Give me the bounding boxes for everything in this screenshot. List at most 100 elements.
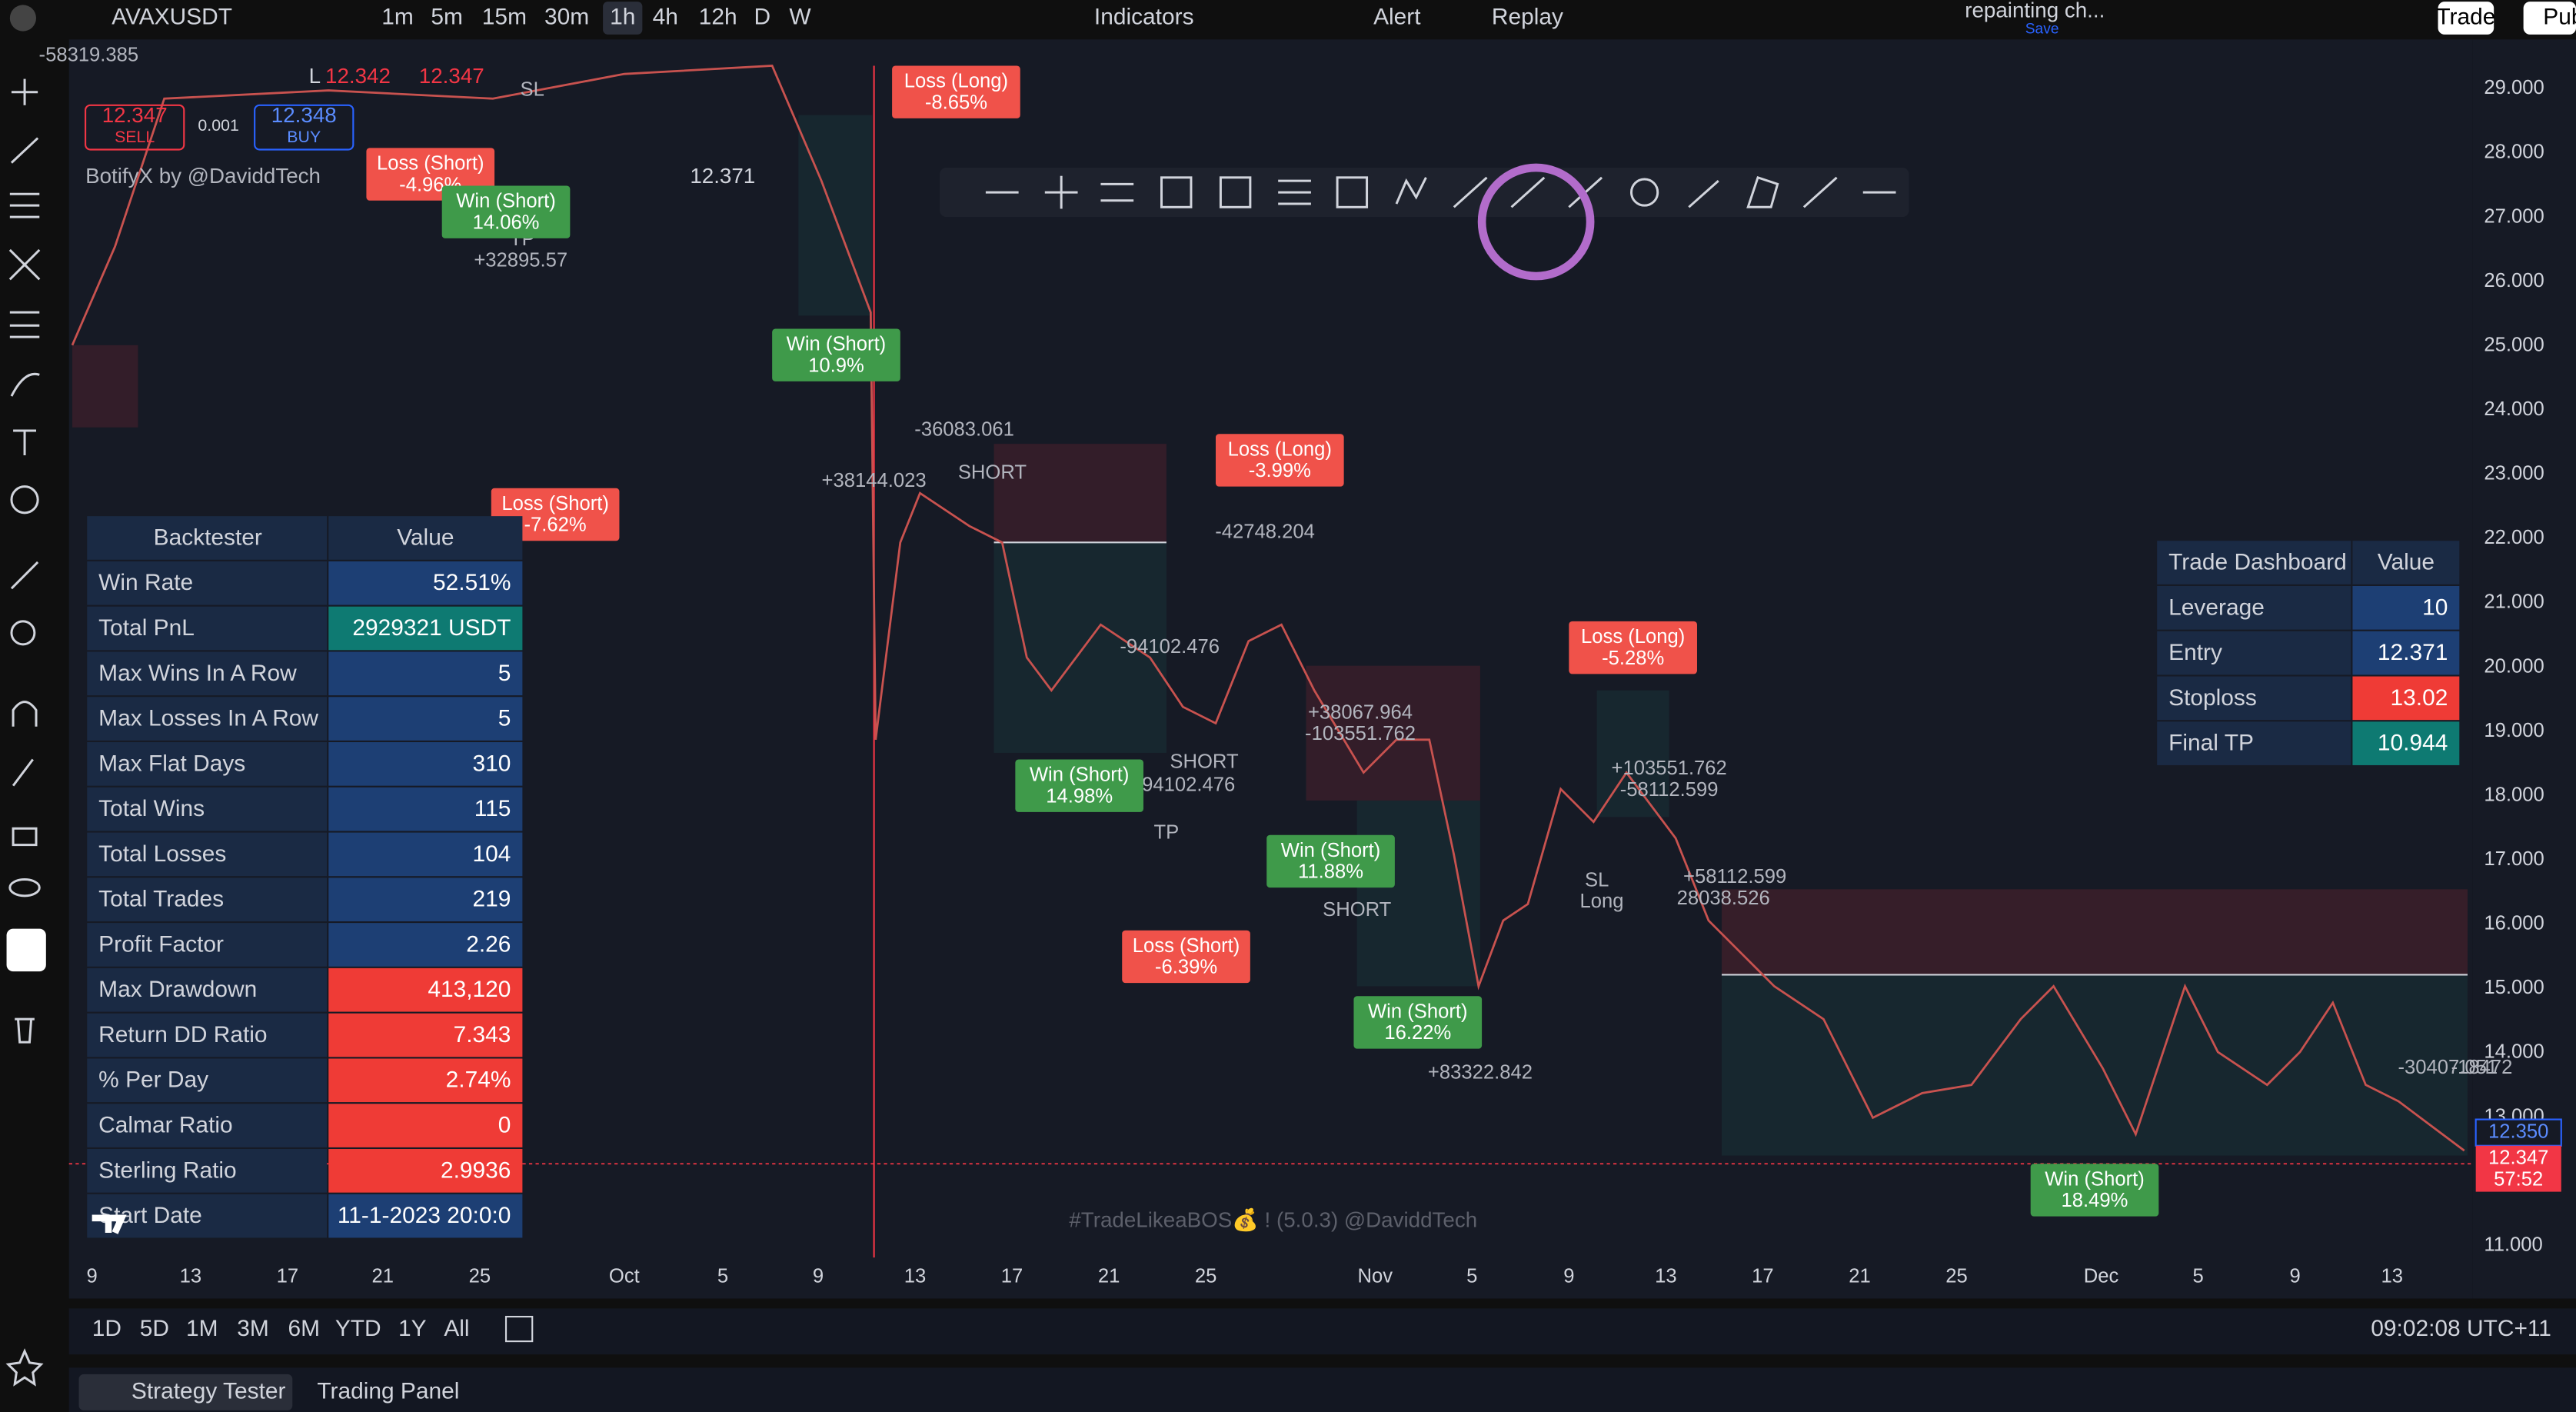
interval-button[interactable]: 1h xyxy=(610,4,635,29)
trade-label-title: Win (Short) xyxy=(456,191,556,212)
label: 12.347 xyxy=(419,64,484,88)
time-tick-label: 13 xyxy=(904,1265,927,1287)
table-cell xyxy=(87,651,328,696)
symbol[interactable]: AVAXUSDT xyxy=(111,4,232,29)
table-cell xyxy=(328,1013,523,1057)
interval-button[interactable]: 15m xyxy=(482,4,527,29)
trade-annotation: -36083.061 xyxy=(914,419,1014,441)
table-row-value: 310 xyxy=(473,751,511,776)
table-cell xyxy=(328,878,523,921)
interval-button[interactable]: D xyxy=(754,4,771,29)
trade-label-box xyxy=(1569,621,1697,674)
table-row-value: 0 xyxy=(498,1113,511,1138)
clock: 09:02:08 UTC+11 xyxy=(2371,1316,2551,1341)
time-tick-label: 17 xyxy=(1752,1265,1774,1287)
bottom-panel xyxy=(68,1367,2576,1412)
table-row-value: 115 xyxy=(474,796,511,821)
time-tick-label: 17 xyxy=(1001,1265,1023,1287)
table-row-value: 10 xyxy=(2422,594,2448,620)
bottom-tab[interactable]: Strategy Tester xyxy=(131,1378,286,1404)
price-line xyxy=(71,65,2465,1152)
table-row-value: 2929321 USDT xyxy=(352,615,511,641)
table-cell xyxy=(87,1149,328,1193)
price-tag xyxy=(2475,1145,2561,1192)
trade-label-box xyxy=(1122,930,1250,984)
range-button[interactable]: All xyxy=(444,1316,469,1341)
trade-label-title: Loss (Short) xyxy=(1133,935,1240,957)
table-row-value: 5 xyxy=(498,661,511,686)
table-cell xyxy=(328,923,523,967)
table-row-value: 413,120 xyxy=(428,977,511,1002)
trade-label-result: 11.88% xyxy=(1298,861,1363,883)
table-cell xyxy=(87,1104,328,1147)
interval-button[interactable]: 4h xyxy=(653,4,678,29)
table-row-label: Leverage xyxy=(2168,594,2265,620)
trade-label-title: Loss (Short) xyxy=(501,493,609,515)
strategy-tab[interactable] xyxy=(78,1374,293,1410)
price-tick-label: 11.000 xyxy=(2484,1234,2542,1255)
range-button[interactable]: 3M xyxy=(237,1316,269,1341)
price-tick-label: 17.000 xyxy=(2484,848,2544,870)
range-button[interactable]: 6M xyxy=(288,1316,320,1341)
tv-logo xyxy=(92,1214,127,1234)
table-cell xyxy=(2352,676,2460,721)
layout-name[interactable]: repainting ch... xyxy=(1965,0,2105,22)
range-button[interactable]: 5D xyxy=(140,1316,169,1341)
watermark: #TradeLikeaBOS💰 ! (5.0.3) @DaviddTech xyxy=(1069,1207,1477,1232)
price-tag-label: 12.350 xyxy=(2488,1121,2548,1142)
interval-button[interactable]: 1m xyxy=(381,4,414,29)
interval-button[interactable]: 30m xyxy=(544,4,589,29)
table-cell xyxy=(87,967,328,1012)
time-tick-label: 9 xyxy=(1563,1265,1574,1287)
trade-label-result: -3.99% xyxy=(1249,460,1311,481)
trade-annotation: -42748.204 xyxy=(1215,521,1315,542)
table-row-value: 2.74% xyxy=(446,1067,511,1093)
spread: 0.001 xyxy=(198,116,238,135)
buy-button[interactable] xyxy=(254,104,354,151)
trade-button[interactable] xyxy=(2438,2,2494,35)
range-button[interactable]: YTD xyxy=(335,1316,381,1341)
range-button[interactable]: 1Y xyxy=(398,1316,427,1341)
table-cell xyxy=(87,832,328,877)
trade-label-box xyxy=(1266,834,1395,888)
table-row-label: Return DD Ratio xyxy=(98,1022,267,1047)
indicators-button[interactable]: Indicators xyxy=(1094,4,1194,29)
countdown: 57:52 xyxy=(2494,1168,2543,1190)
bottom-tab[interactable]: Trading Panel xyxy=(317,1378,459,1404)
table-row-value: 7.343 xyxy=(454,1022,511,1047)
trade-label-result: 14.06% xyxy=(473,211,540,233)
trade-annotation: -18472 xyxy=(2451,1057,2513,1078)
table-header-label: Backtester xyxy=(154,525,262,550)
table-header xyxy=(2352,541,2460,584)
table-cell xyxy=(87,561,328,605)
interval-button[interactable]: 5m xyxy=(431,4,463,29)
replay-button[interactable]: Replay xyxy=(1492,4,1563,29)
interval-button[interactable]: W xyxy=(789,4,811,29)
table-row-label: Stoploss xyxy=(2168,685,2257,711)
trade-annotation: SHORT xyxy=(958,461,1027,483)
sell-button[interactable] xyxy=(85,104,185,151)
left-toolbar[interactable] xyxy=(5,5,46,1387)
alert-button[interactable]: Alert xyxy=(1373,4,1421,29)
table-cell xyxy=(87,697,328,741)
table-cell xyxy=(87,1058,328,1103)
table-cell xyxy=(328,742,523,786)
table-cell xyxy=(328,561,523,605)
table-row-label: Sterling Ratio xyxy=(98,1157,236,1183)
time-tick-label: 21 xyxy=(372,1265,394,1287)
range-button[interactable]: 1D xyxy=(92,1316,121,1341)
time-tick-label: 25 xyxy=(469,1265,491,1287)
interval-button[interactable]: 12h xyxy=(699,4,737,29)
table-header-label: Value xyxy=(397,525,454,550)
table-cell xyxy=(328,832,523,877)
range-button[interactable]: 1M xyxy=(186,1316,218,1341)
publish-button[interactable] xyxy=(2523,2,2576,35)
trade-annotation: +83322.842 xyxy=(1428,1061,1533,1083)
trade-label-result: 18.49% xyxy=(2062,1190,2128,1211)
calendar-icon[interactable] xyxy=(504,1315,534,1343)
table-row-label: % Per Day xyxy=(98,1067,208,1093)
drawing-toolbar[interactable] xyxy=(940,163,1909,281)
trade-label-result: -6.39% xyxy=(1155,957,1217,978)
price-tick-label: 29.000 xyxy=(2484,77,2544,98)
